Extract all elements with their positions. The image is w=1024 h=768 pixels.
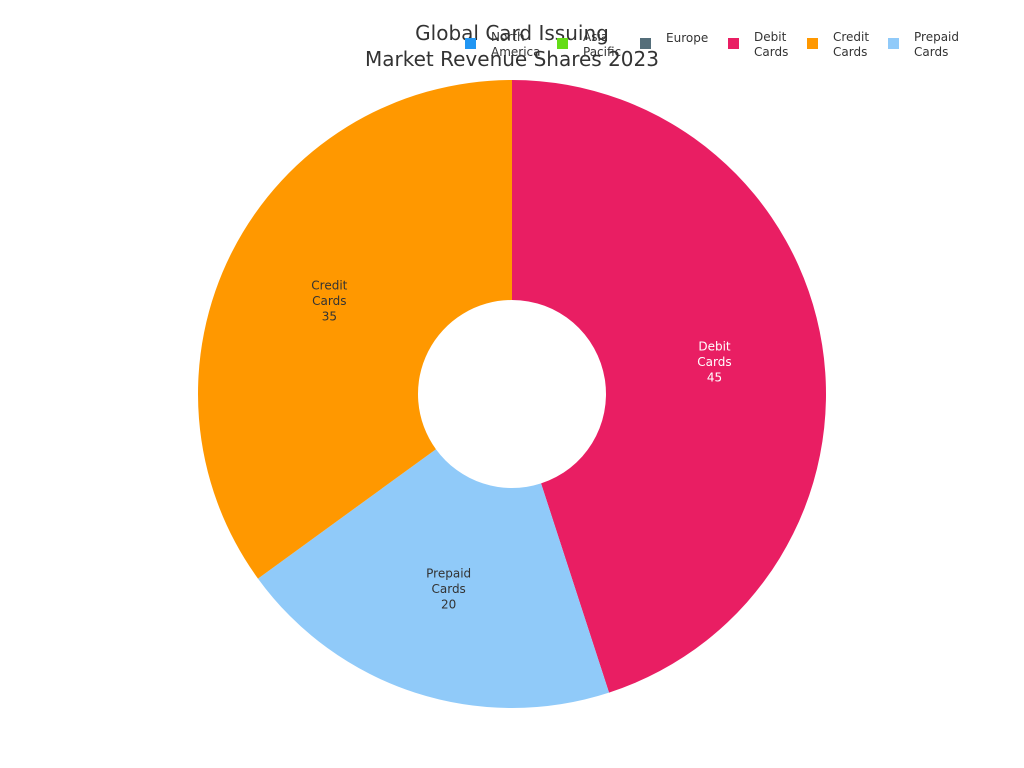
legend-entry-4[interactable]: Credit Cards bbox=[807, 30, 869, 59]
legend-label-4: Credit Cards bbox=[833, 30, 869, 59]
chart-title: Global Card Issuing Market Revenue Share… bbox=[365, 21, 659, 71]
chart-title-line-1: Global Card Issuing bbox=[415, 21, 609, 45]
donut-slice-2 bbox=[197, 80, 512, 579]
donut-slice-1 bbox=[257, 449, 610, 708]
slice-label-1: Prepaid Cards 20 bbox=[426, 566, 471, 611]
slices-layer bbox=[197, 80, 827, 708]
legend-swatch-2 bbox=[640, 38, 651, 49]
slice-labels-layer: Debit Cards 45 Prepaid Cards 20 Credit Cards 35 bbox=[311, 278, 731, 611]
slice-label-0: Debit Cards 45 bbox=[697, 339, 731, 384]
legend-label-2: Europe bbox=[666, 31, 708, 45]
legend: North America Asia Pacific Europe Debit Cards C… bbox=[465, 30, 959, 59]
slice-label-2: Credit Cards 35 bbox=[311, 278, 347, 323]
legend-entry-2[interactable]: Europe bbox=[640, 31, 708, 49]
chart-title-line-2: Market Revenue Shares 2023 bbox=[365, 47, 659, 71]
legend-swatch-4 bbox=[807, 38, 818, 49]
legend-entry-5[interactable]: Prepaid Cards bbox=[888, 30, 959, 59]
legend-entry-1[interactable]: Asia Pacific bbox=[557, 30, 621, 59]
legend-swatch-0 bbox=[465, 38, 476, 49]
legend-swatch-1 bbox=[557, 38, 568, 49]
legend-label-0: North America bbox=[491, 30, 541, 59]
donut-slice-0 bbox=[512, 80, 827, 693]
legend-label-1: Asia Pacific bbox=[583, 30, 621, 59]
legend-entry-3[interactable]: Debit Cards bbox=[728, 30, 788, 59]
legend-swatch-5 bbox=[888, 38, 899, 49]
legend-swatch-3 bbox=[728, 38, 739, 49]
legend-entry-0[interactable]: North America bbox=[465, 30, 541, 59]
legend-label-5: Prepaid Cards bbox=[914, 30, 959, 59]
legend-label-3: Debit Cards bbox=[754, 30, 788, 59]
